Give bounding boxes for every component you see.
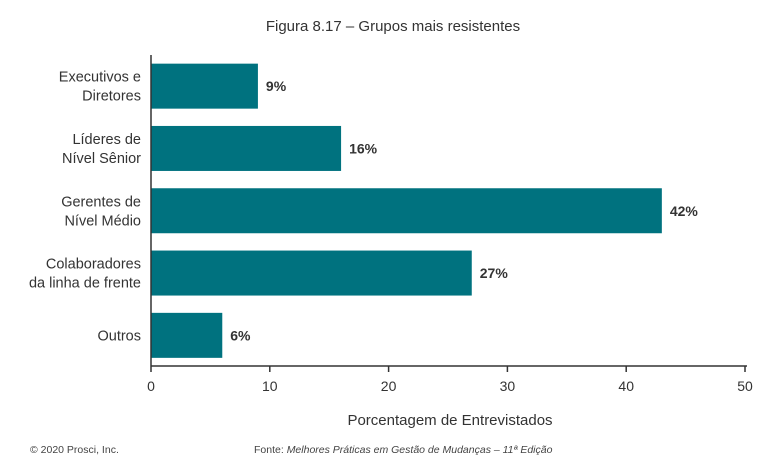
data-label: 6%	[230, 327, 251, 343]
bar	[151, 63, 258, 109]
source-note: Fonte: Melhores Práticas em Gestão de Mu…	[254, 444, 552, 456]
source-title: Melhores Práticas em Gestão de Mudanças …	[286, 444, 553, 456]
category-label: Líderes de Nível Sênior	[62, 132, 141, 167]
data-label: 9%	[266, 78, 287, 94]
bar	[151, 188, 662, 234]
category-label-line: Executivos e	[59, 70, 141, 86]
data-label: 16%	[349, 140, 378, 156]
category-label-line: Nível Sênior	[62, 151, 141, 167]
source-prefix: Fonte:	[254, 444, 287, 456]
category-label-line: da linha de frente	[29, 276, 141, 292]
bar	[151, 250, 472, 296]
bar	[151, 125, 342, 171]
category-label: Outros	[97, 328, 141, 344]
copyright-note: © 2020 Prosci, Inc.	[30, 444, 119, 456]
labels-layer: 9% Executivos e Diretores 16% Líderes de Níve…	[29, 70, 698, 345]
x-tick-label: 20	[381, 378, 397, 394]
x-tick-label: 10	[262, 378, 278, 394]
x-tick-label: 40	[618, 378, 634, 394]
category-label-line: Líderes de	[72, 132, 141, 148]
category-label: Executivos e Diretores	[59, 70, 141, 105]
category-label: Colaboradores da linha de frente	[29, 257, 141, 292]
bar	[151, 312, 223, 358]
bars-layer	[151, 63, 662, 358]
category-label-line: Outros	[97, 328, 141, 344]
x-tick-label: 50	[737, 378, 753, 394]
chart-title: Figura 8.17 – Grupos mais resistentes	[266, 18, 520, 35]
data-label: 27%	[480, 265, 509, 281]
category-label-line: Diretores	[82, 89, 141, 105]
x-axis-title: Porcentagem de Entrevistados	[347, 412, 552, 429]
data-label: 42%	[670, 203, 699, 219]
x-tick-label: 0	[147, 378, 155, 394]
category-label-line: Gerentes de	[61, 194, 141, 210]
axis-layer: 0 10 20 30 40 50	[147, 55, 753, 394]
x-tick-label: 30	[500, 378, 516, 394]
category-label-line: Colaboradores	[46, 257, 141, 273]
category-label-line: Nível Médio	[64, 213, 141, 229]
category-label: Gerentes de Nível Médio	[61, 194, 141, 229]
